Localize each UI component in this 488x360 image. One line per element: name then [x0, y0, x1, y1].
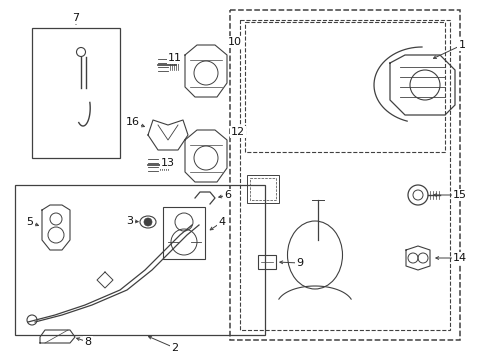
Text: 6: 6 [224, 190, 231, 200]
Bar [246, 175, 279, 203]
Text: 9: 9 [296, 258, 303, 268]
Text: 12: 12 [230, 127, 244, 137]
Text: 8: 8 [84, 337, 91, 347]
Bar [240, 20, 449, 330]
Text: 2: 2 [171, 343, 178, 353]
Bar [163, 207, 204, 259]
Text: 15: 15 [452, 190, 466, 200]
Text: 13: 13 [161, 158, 175, 168]
Bar [258, 255, 275, 269]
Text: 7: 7 [72, 13, 80, 23]
Text: 10: 10 [227, 37, 242, 47]
Bar [32, 28, 120, 158]
Bar [244, 22, 444, 152]
Text: 1: 1 [458, 40, 465, 50]
Circle shape [143, 218, 152, 226]
Text: 14: 14 [452, 253, 466, 263]
Text: 16: 16 [126, 117, 140, 127]
Text: 5: 5 [26, 217, 34, 227]
Text: 7: 7 [72, 13, 80, 23]
Text: 11: 11 [168, 53, 182, 63]
Bar [229, 10, 459, 340]
Text: 4: 4 [218, 217, 225, 227]
Text: 3: 3 [126, 216, 133, 226]
Bar [15, 185, 264, 335]
Bar [249, 178, 275, 200]
